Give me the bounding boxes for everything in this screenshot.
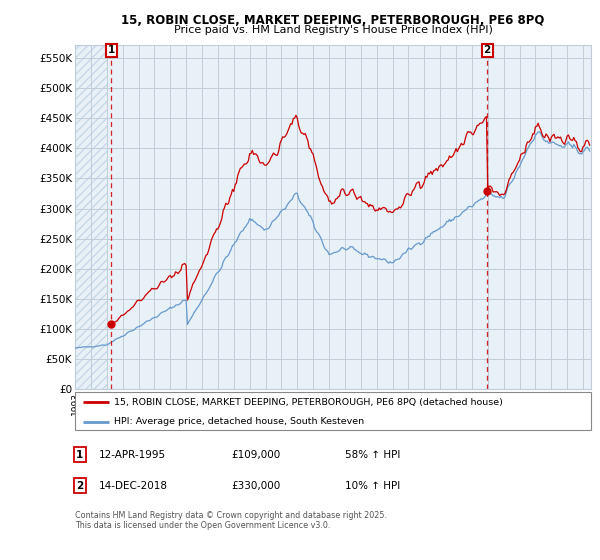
Text: HPI: Average price, detached house, South Kesteven: HPI: Average price, detached house, Sout… <box>114 417 364 426</box>
Bar <box>75 45 107 389</box>
Text: 2: 2 <box>76 480 83 491</box>
Text: 58% ↑ HPI: 58% ↑ HPI <box>345 450 400 460</box>
Text: 14-DEC-2018: 14-DEC-2018 <box>99 480 168 491</box>
Text: 15, ROBIN CLOSE, MARKET DEEPING, PETERBOROUGH, PE6 8PQ: 15, ROBIN CLOSE, MARKET DEEPING, PETERBO… <box>121 14 545 27</box>
Text: £330,000: £330,000 <box>231 480 280 491</box>
FancyBboxPatch shape <box>75 392 591 430</box>
Text: 12-APR-1995: 12-APR-1995 <box>99 450 166 460</box>
Text: 10% ↑ HPI: 10% ↑ HPI <box>345 480 400 491</box>
Text: 1: 1 <box>107 45 115 55</box>
Text: £109,000: £109,000 <box>231 450 280 460</box>
Text: Contains HM Land Registry data © Crown copyright and database right 2025.
This d: Contains HM Land Registry data © Crown c… <box>75 511 387 530</box>
Text: Price paid vs. HM Land Registry's House Price Index (HPI): Price paid vs. HM Land Registry's House … <box>173 25 493 35</box>
Text: 2: 2 <box>484 45 491 55</box>
Text: 15, ROBIN CLOSE, MARKET DEEPING, PETERBOROUGH, PE6 8PQ (detached house): 15, ROBIN CLOSE, MARKET DEEPING, PETERBO… <box>114 398 503 407</box>
Text: 1: 1 <box>76 450 83 460</box>
